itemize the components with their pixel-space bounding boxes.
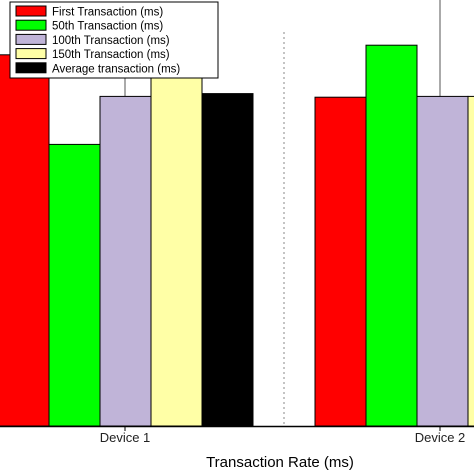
bar-series-3-device-1 xyxy=(99,95,152,427)
legend-label-3: 100th Transaction (ms) xyxy=(52,35,170,47)
legend-swatch-2 xyxy=(15,19,47,31)
bar-series-1-device-1 xyxy=(0,54,50,427)
bar-series-3-device-2 xyxy=(416,95,469,427)
legend-swatch-5 xyxy=(15,62,47,74)
bar-series-5-device-1 xyxy=(201,93,254,427)
legend-label-4: 150th Transaction (ms) xyxy=(52,49,170,61)
x-tick-label-2: Device 2 xyxy=(415,430,466,445)
axes: Device 1 Device 2 Transaction Rate (ms) xyxy=(0,425,474,471)
bar-series-2-device-1 xyxy=(48,143,101,427)
bar-series-1-device-2 xyxy=(314,96,367,427)
legend: First Transaction (ms) 50th Transaction (… xyxy=(9,1,219,79)
legend-label-5: Average transaction (ms) xyxy=(52,63,180,75)
x-axis-title: Transaction Rate (ms) xyxy=(206,454,354,471)
legend-swatch-1 xyxy=(15,5,47,17)
bar-series-2-device-2 xyxy=(365,44,418,427)
legend-swatch-3 xyxy=(15,33,47,45)
bars xyxy=(0,44,474,427)
legend-label-2: 50th Transaction (ms) xyxy=(52,21,163,33)
bar-series-4-device-1 xyxy=(150,44,203,427)
bar-series-4-device-2 xyxy=(467,95,474,427)
legend-swatch-4 xyxy=(15,48,47,60)
x-tick-label-1: Device 1 xyxy=(100,430,151,445)
legend-label-1: First Transaction (ms) xyxy=(52,7,163,19)
